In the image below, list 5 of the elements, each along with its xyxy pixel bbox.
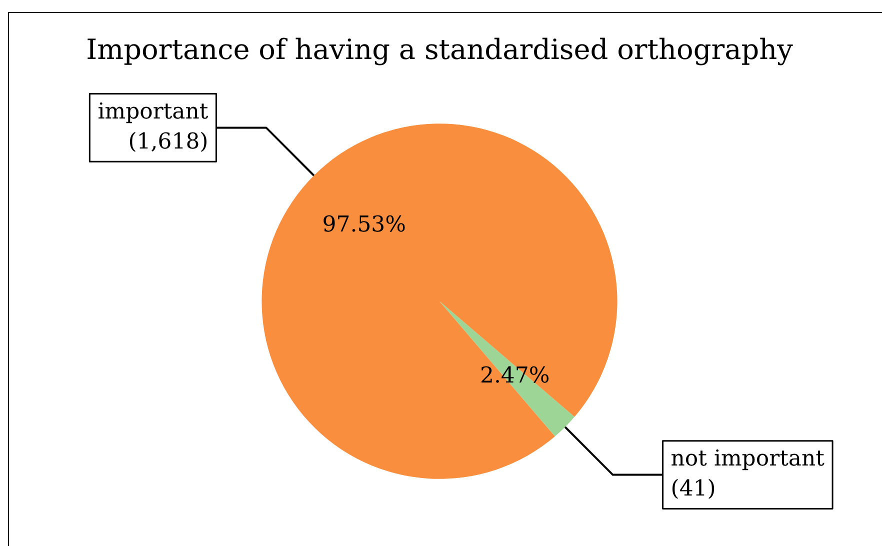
chart-title: Importance of having a standardised orthography: [86, 33, 794, 66]
slice-label: not important (41): [670, 446, 825, 502]
slice-label: important (1,618): [98, 99, 208, 154]
data-label: 2.47%: [480, 363, 550, 388]
data-label: 97.53%: [322, 212, 406, 238]
